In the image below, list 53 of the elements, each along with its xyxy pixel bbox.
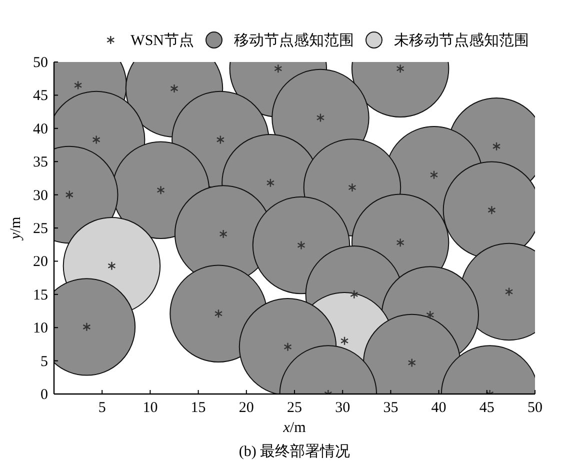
y-tick-label: 20: [33, 254, 48, 270]
x-tick-label: 35: [383, 400, 398, 416]
point: [426, 310, 434, 320]
x-tick-label: 5: [98, 400, 106, 416]
point: [74, 80, 82, 90]
x-tick-label: 30: [335, 400, 350, 416]
point: [348, 182, 356, 192]
point: [219, 229, 228, 239]
y-tick-label: 25: [33, 221, 48, 237]
point: [396, 238, 404, 248]
point: [430, 170, 438, 180]
legend-label: WSN节点: [130, 32, 194, 49]
point: [108, 261, 116, 270]
y-tick-label: 45: [33, 88, 48, 104]
y-tick-label: 0: [40, 387, 48, 403]
y-axis-title: y/m: [8, 216, 24, 242]
point: [170, 84, 178, 94]
point: [492, 142, 501, 151]
point: [214, 309, 223, 318]
y-tick-label: 40: [33, 121, 48, 138]
y-tick-label: 10: [33, 320, 48, 337]
y-tick-label: 30: [33, 188, 48, 204]
text: (b) 最终部署情况: [238, 443, 350, 460]
point: [488, 205, 496, 215]
x-axis-title: x/m: [282, 420, 306, 436]
x-tick-label: 40: [431, 400, 446, 416]
point: [408, 358, 416, 368]
x-tick-label: 20: [238, 400, 254, 416]
point: [156, 186, 165, 195]
point: [504, 287, 514, 296]
x-tick-label: 25: [287, 400, 302, 416]
point: [396, 64, 404, 74]
point: [82, 322, 91, 332]
x-tick-label: 10: [142, 400, 158, 416]
point: [297, 240, 306, 250]
point: [316, 113, 325, 122]
point: [92, 135, 100, 144]
x-tick-label: 15: [190, 400, 206, 416]
point: [340, 336, 349, 346]
y-tick-label: 35: [33, 154, 48, 171]
point: [284, 342, 292, 352]
point: [266, 178, 275, 188]
legend-label: 移动节点感知范围: [234, 32, 354, 49]
x-tick-label: 50: [528, 400, 542, 416]
point: [274, 64, 282, 74]
point: [350, 290, 358, 299]
y-tick-label: 5: [40, 354, 48, 370]
y-tick-label: 15: [33, 287, 48, 304]
point: [216, 135, 224, 144]
y-tick-label: 50: [33, 55, 48, 71]
point: [65, 190, 74, 200]
legend-label: 未移动节点感知范围: [394, 32, 529, 49]
x-tick-label: 45: [479, 400, 494, 416]
